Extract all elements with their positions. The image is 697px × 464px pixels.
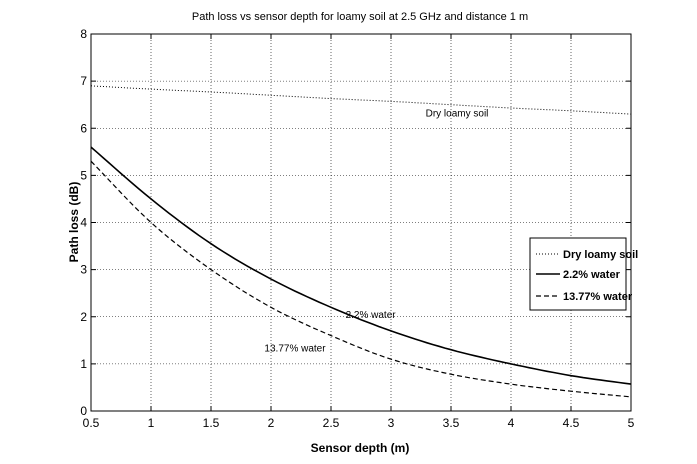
x-tick-label: 0.5 <box>83 416 100 430</box>
annotation-2: 13.77% water <box>264 344 326 355</box>
y-tick-label: 4 <box>80 216 87 230</box>
x-tick-label: 1.5 <box>203 416 220 430</box>
plot-frame <box>90 33 632 412</box>
annotation-0: Dry loamy soil <box>426 108 489 119</box>
series-line-2 <box>90 160 632 398</box>
y-tick-label: 1 <box>80 357 87 371</box>
y-axis-label: Path loss (dB) <box>67 182 81 263</box>
x-tick-label: 1 <box>148 416 155 430</box>
y-tick-label: 3 <box>80 263 87 277</box>
y-tick-label: 8 <box>80 27 87 41</box>
legend-label-2-2: 2.2% water <box>563 269 621 281</box>
legend: Dry loamy soil 2.2% water 13.77% water <box>529 237 638 311</box>
x-tick-label: 5 <box>628 416 635 430</box>
x-tick-label: 4 <box>508 416 515 430</box>
x-tick-label: 3.5 <box>443 416 460 430</box>
x-tick-label: 2.5 <box>323 416 340 430</box>
series-line-0 <box>90 85 632 115</box>
annotation-1: 2.2% water <box>346 310 397 321</box>
legend-label-dry: Dry loamy soil <box>563 249 638 261</box>
chart-title: Path loss vs sensor depth for loamy soil… <box>192 11 528 23</box>
x-tick-label: 4.5 <box>563 416 580 430</box>
series-layer <box>90 85 632 398</box>
annotations: Dry loamy soil 2.2% water 13.77% water <box>264 108 488 354</box>
x-axis-label: Sensor depth (m) <box>311 441 410 455</box>
series-line-1 <box>90 146 632 385</box>
y-tick-label: 7 <box>80 74 87 88</box>
y-tick-label: 5 <box>80 168 87 182</box>
legend-label-13-77: 13.77% water <box>563 291 633 303</box>
x-tick-label: 3 <box>388 416 395 430</box>
y-tick-label: 0 <box>80 404 87 418</box>
axes: 0.5 1 1.5 2 2.5 3 3.5 4 4.5 5 0 1 2 3 4 5 6 7 8 <box>80 27 634 430</box>
y-tick-label: 6 <box>80 121 87 135</box>
y-tick-label: 2 <box>80 310 87 324</box>
x-tick-label: 2 <box>268 416 275 430</box>
